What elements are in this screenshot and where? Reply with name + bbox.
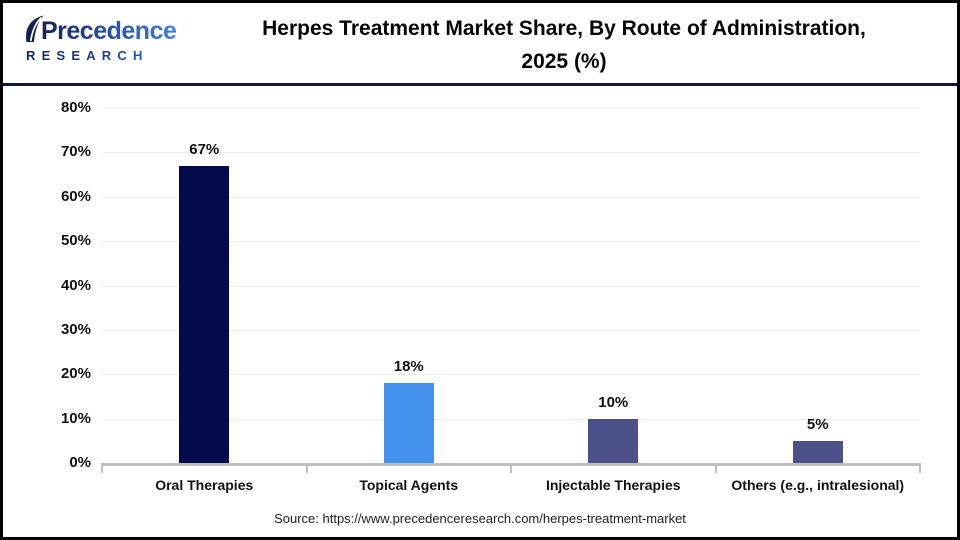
x-axis-tick <box>714 463 717 473</box>
brand-name-secondary: RESEARCH <box>26 48 181 63</box>
footer: Source: https://www.precedenceresearch.c… <box>3 510 957 528</box>
brand-name-primary: Precedence <box>41 17 177 45</box>
leaf-icon <box>26 15 44 42</box>
y-axis-tick-label: 40% <box>60 276 91 294</box>
x-axis-category-label: Injectable Therapies <box>545 477 681 493</box>
chart-title-line-2: 2025 (%) <box>521 50 607 73</box>
bar-chart-plot-area: 0% 10% 20% 30% 40% 50% 60% 70% 80% 67% Oral Therap… <box>3 86 957 537</box>
bar-value-label: 5% <box>806 415 829 433</box>
gridline <box>102 418 920 420</box>
gridline <box>102 329 920 331</box>
bar-topical-agents <box>383 383 434 463</box>
bar-value-label: 18% <box>393 358 424 376</box>
brand-logo-row: Precedence <box>23 15 181 46</box>
source-link-text: Source: https://www.precedenceresearch.c… <box>274 511 686 526</box>
gridline <box>102 108 920 109</box>
x-axis-tick <box>919 463 921 473</box>
y-axis-tick-label: 80% <box>60 99 91 116</box>
y-axis-tick-label: 10% <box>60 409 91 427</box>
y-axis-tick-label: 20% <box>60 365 91 383</box>
gridline <box>102 285 920 287</box>
y-axis-tick-label: 50% <box>60 232 91 250</box>
header-separator <box>3 83 957 86</box>
gridline <box>102 152 920 154</box>
chart-title: Herpes Treatment Market Share, By Route … <box>181 3 957 83</box>
y-axis-tick-label: 70% <box>60 143 91 161</box>
x-axis-tick <box>510 463 512 473</box>
brand-logo: Precedence RESEARCH <box>3 3 181 83</box>
x-axis-line <box>102 463 920 466</box>
gridline <box>102 374 920 376</box>
gridline <box>102 241 920 243</box>
gridline <box>102 196 920 198</box>
chart-title-line-1: Herpes Treatment Market Share, By Route … <box>262 17 866 40</box>
header: Precedence RESEARCH Herpes Treatment Mar… <box>3 3 957 83</box>
y-axis-tick-label: 30% <box>60 320 91 338</box>
x-axis-category-label: Others (e.g., intralesional) <box>731 477 905 493</box>
y-axis-tick-label: 60% <box>60 187 91 205</box>
bar-value-label: 67% <box>189 140 220 158</box>
bar-injectable-therapies <box>588 418 639 463</box>
x-axis-tick <box>305 463 308 473</box>
x-axis-tick <box>101 463 103 473</box>
y-axis-tick-label: 0% <box>69 454 91 471</box>
x-axis-category-label: Topical Agents <box>359 477 459 493</box>
bar-value-label: 10% <box>598 393 629 411</box>
bar-oral-therapies <box>179 165 230 463</box>
x-axis-category-label: Oral Therapies <box>155 477 254 493</box>
bar-others-e-g-intralesional <box>792 440 843 463</box>
